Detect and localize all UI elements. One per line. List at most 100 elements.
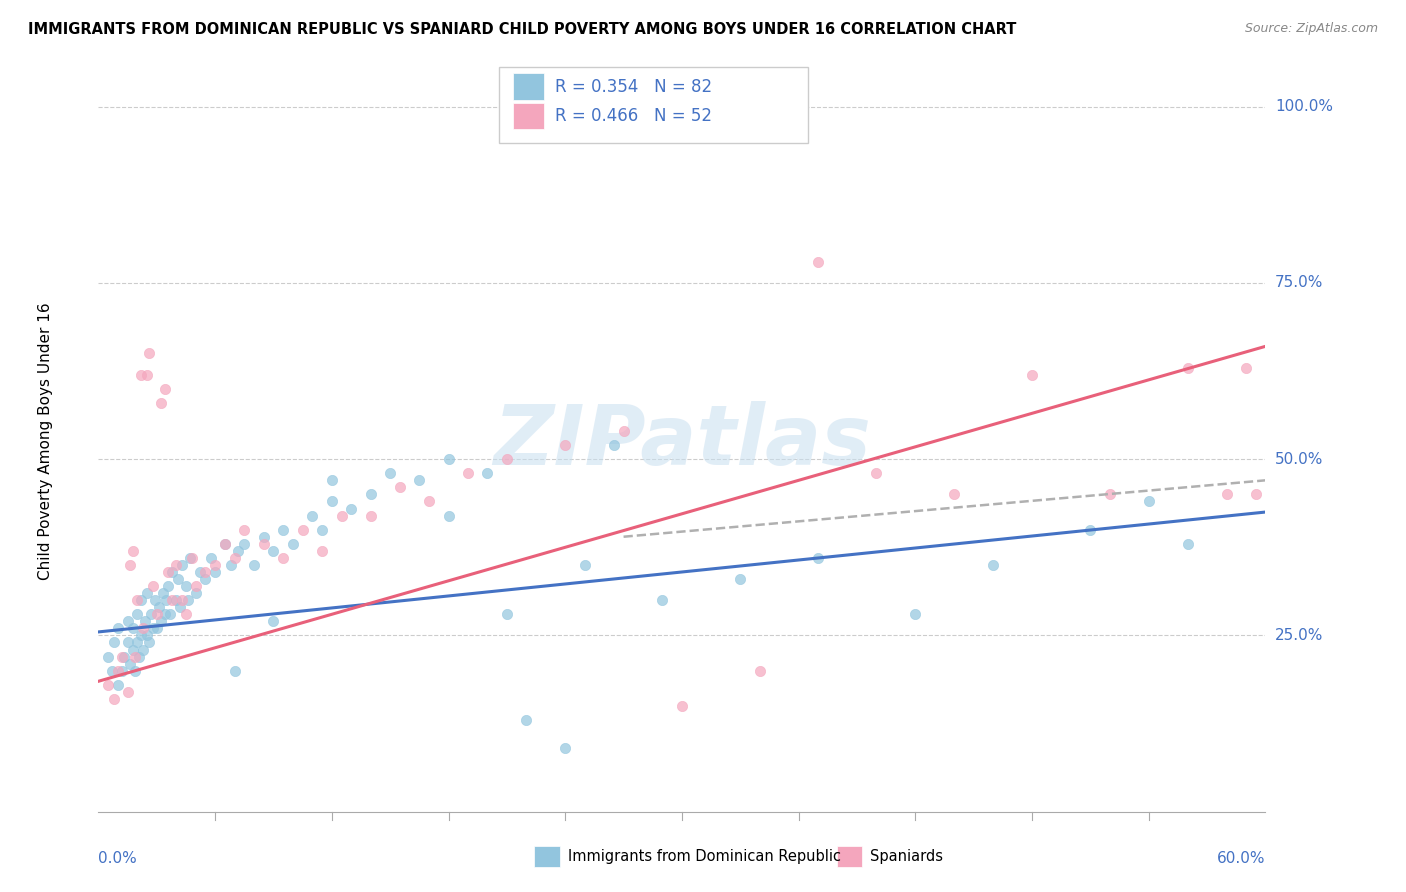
Point bbox=[157, 579, 180, 593]
Point bbox=[904, 607, 927, 622]
Point bbox=[188, 565, 211, 579]
Point bbox=[301, 508, 323, 523]
Point bbox=[603, 438, 626, 452]
Text: 75.0%: 75.0% bbox=[1275, 276, 1323, 291]
Point bbox=[155, 593, 177, 607]
Point bbox=[574, 558, 596, 572]
Point bbox=[129, 593, 152, 607]
Point bbox=[437, 452, 460, 467]
Point bbox=[148, 600, 170, 615]
Point bbox=[380, 467, 402, 481]
Point bbox=[204, 558, 226, 572]
Text: 50.0%: 50.0% bbox=[1275, 451, 1323, 467]
Text: Spaniards: Spaniards bbox=[870, 849, 943, 863]
Point bbox=[1177, 537, 1199, 551]
Point bbox=[138, 635, 160, 649]
Point bbox=[418, 494, 440, 508]
Point bbox=[111, 649, 134, 664]
Point bbox=[169, 600, 191, 615]
Point bbox=[142, 579, 165, 593]
Point bbox=[162, 593, 184, 607]
Point bbox=[170, 558, 193, 572]
Point bbox=[233, 523, 256, 537]
Point bbox=[243, 558, 266, 572]
Point bbox=[97, 649, 120, 664]
Point bbox=[981, 558, 1004, 572]
Point bbox=[1098, 487, 1121, 501]
Point bbox=[107, 664, 129, 678]
Point bbox=[807, 254, 830, 268]
Point bbox=[118, 558, 141, 572]
Text: 25.0%: 25.0% bbox=[1275, 628, 1323, 643]
Point bbox=[1234, 360, 1257, 375]
Point bbox=[1080, 523, 1102, 537]
Point bbox=[457, 467, 479, 481]
Point bbox=[142, 621, 165, 635]
Text: Source: ZipAtlas.com: Source: ZipAtlas.com bbox=[1244, 22, 1378, 36]
Point bbox=[214, 537, 236, 551]
Point bbox=[330, 508, 353, 523]
Point bbox=[262, 544, 284, 558]
Point bbox=[1177, 360, 1199, 375]
Point bbox=[165, 558, 187, 572]
Point bbox=[149, 615, 172, 629]
Text: R = 0.354   N = 82: R = 0.354 N = 82 bbox=[555, 78, 713, 95]
Point bbox=[651, 593, 673, 607]
Point bbox=[143, 593, 166, 607]
Point bbox=[124, 664, 146, 678]
Point bbox=[170, 593, 193, 607]
Point bbox=[124, 649, 146, 664]
Point bbox=[117, 635, 139, 649]
Point bbox=[153, 382, 176, 396]
Point bbox=[122, 642, 145, 657]
Point bbox=[136, 628, 159, 642]
Point bbox=[127, 593, 149, 607]
Point bbox=[613, 424, 636, 438]
Point bbox=[177, 593, 200, 607]
Point bbox=[157, 565, 180, 579]
Point bbox=[194, 565, 217, 579]
Point bbox=[139, 607, 162, 622]
Point bbox=[291, 523, 314, 537]
Point bbox=[107, 678, 129, 692]
Text: Child Poverty Among Boys Under 16: Child Poverty Among Boys Under 16 bbox=[38, 302, 53, 581]
Point bbox=[149, 396, 172, 410]
Point bbox=[224, 550, 246, 565]
Point bbox=[107, 621, 129, 635]
Text: ZIPatlas: ZIPatlas bbox=[494, 401, 870, 482]
Point bbox=[132, 642, 155, 657]
Point bbox=[174, 607, 197, 622]
Point bbox=[408, 473, 430, 487]
Text: 60.0%: 60.0% bbox=[1218, 850, 1265, 865]
Point bbox=[321, 473, 343, 487]
Point bbox=[194, 572, 217, 586]
Point bbox=[174, 579, 197, 593]
Point bbox=[162, 565, 184, 579]
Point bbox=[129, 628, 152, 642]
Point bbox=[127, 635, 149, 649]
Point bbox=[477, 467, 499, 481]
Point bbox=[496, 607, 519, 622]
Point bbox=[138, 346, 160, 360]
Point bbox=[321, 494, 343, 508]
Point bbox=[146, 607, 169, 622]
Point bbox=[111, 664, 134, 678]
Point bbox=[554, 438, 576, 452]
Text: IMMIGRANTS FROM DOMINICAN REPUBLIC VS SPANIARD CHILD POVERTY AMONG BOYS UNDER 16: IMMIGRANTS FROM DOMINICAN REPUBLIC VS SP… bbox=[28, 22, 1017, 37]
Point bbox=[117, 685, 139, 699]
Point bbox=[117, 615, 139, 629]
Point bbox=[118, 657, 141, 671]
Point bbox=[122, 544, 145, 558]
Text: 0.0%: 0.0% bbox=[98, 850, 138, 865]
Point bbox=[311, 523, 333, 537]
Point bbox=[554, 741, 576, 756]
Point bbox=[311, 544, 333, 558]
Point bbox=[184, 586, 207, 600]
Point bbox=[496, 452, 519, 467]
Point bbox=[360, 487, 382, 501]
Point bbox=[184, 579, 207, 593]
Text: Immigrants from Dominican Republic: Immigrants from Dominican Republic bbox=[568, 849, 841, 863]
Point bbox=[219, 558, 242, 572]
Point bbox=[253, 537, 276, 551]
Point bbox=[228, 544, 250, 558]
